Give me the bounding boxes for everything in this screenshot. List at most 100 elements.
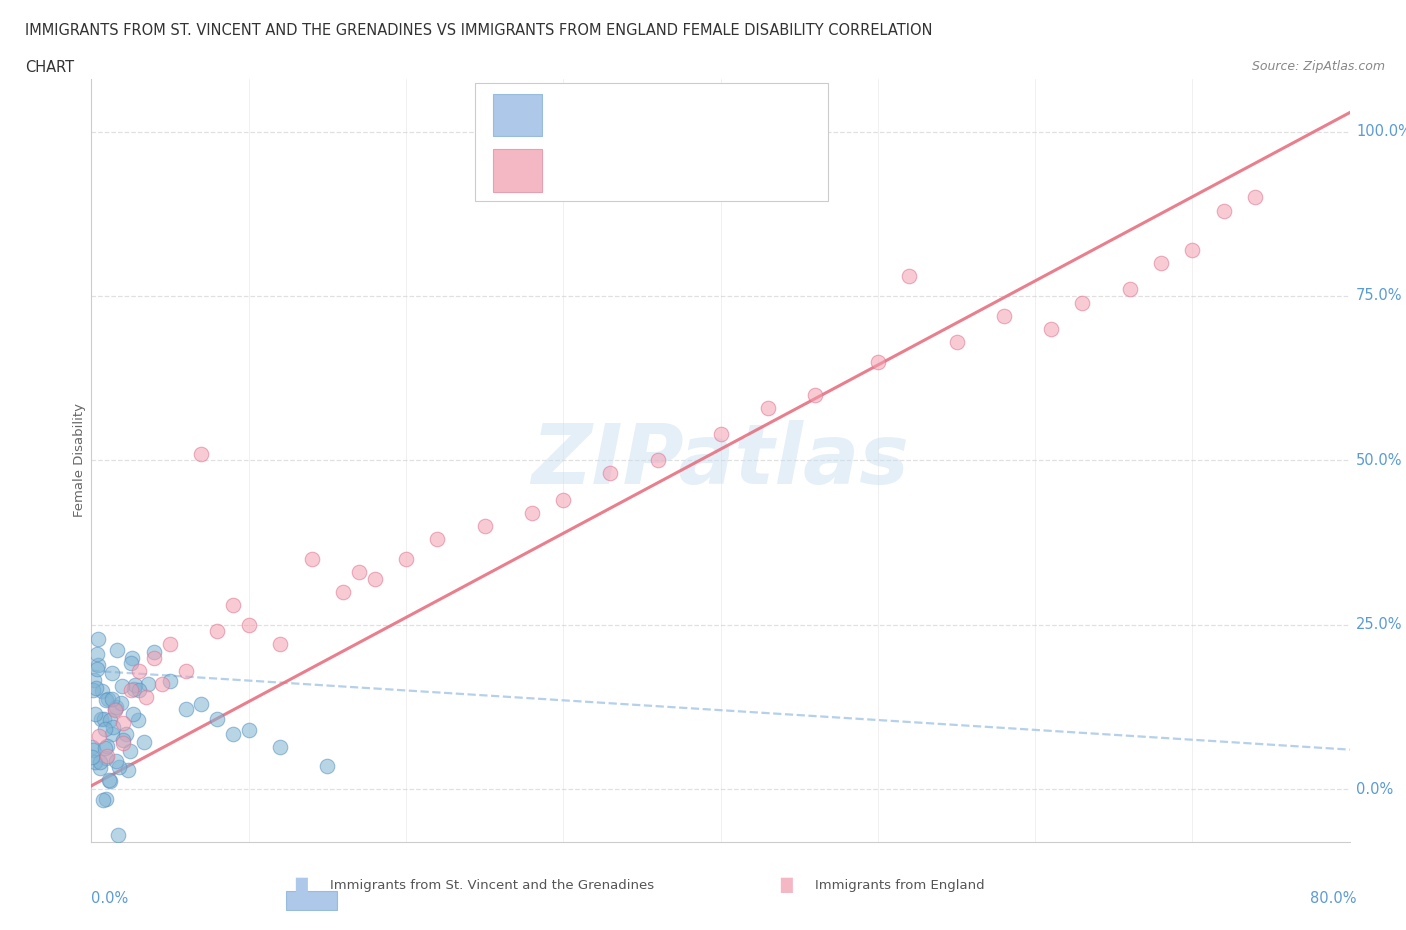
Point [101,666,124,681]
Point [94,692,117,707]
Point [82,739,104,754]
Point [1244,190,1267,205]
Point [108,760,131,775]
Point [121,651,143,666]
Point [93,711,115,726]
Point [117,763,139,777]
Point [104,699,127,714]
Point [111,733,134,748]
Point [316,759,339,774]
Point [1071,295,1094,310]
Point [122,681,145,696]
Point [599,466,621,481]
Text: █: █ [295,878,307,893]
Text: Immigrants from England: Immigrants from England [815,879,986,892]
Point [174,663,197,678]
Text: Immigrants from St. Vincent and the Grenadines: Immigrants from St. Vincent and the Gren… [330,879,655,892]
Point [101,726,124,741]
Point [363,571,385,586]
Point [103,720,125,735]
Point [90,684,112,698]
Point [96,791,118,806]
Point [804,387,827,402]
Point [83,754,105,769]
Point [98,773,121,788]
Point [98,712,121,727]
Point [82,683,104,698]
Point [96,738,118,753]
Point [238,618,260,632]
Point [84,681,107,696]
Point [993,308,1015,323]
Text: 75.0%: 75.0% [1355,288,1403,303]
Point [128,663,150,678]
Point [866,354,889,369]
Text: 80.0%: 80.0% [1309,891,1355,906]
Point [104,754,127,769]
Point [89,729,111,744]
Point [553,492,575,507]
Point [82,743,104,758]
Point [86,631,108,646]
Text: ZIPatlas: ZIPatlas [531,419,910,501]
Point [96,749,118,764]
Point [1212,203,1236,218]
Y-axis label: Female Disability: Female Disability [73,404,86,517]
Point [97,691,120,706]
Point [111,678,134,693]
Point [101,692,124,707]
Point [118,744,141,759]
Point [86,661,108,676]
Point [94,740,117,755]
Point [190,697,212,711]
Point [159,637,181,652]
Point [134,735,156,750]
Point [269,739,291,754]
Text: 50.0%: 50.0% [1355,453,1403,468]
Point [80,750,103,764]
Point [103,701,125,716]
Point [107,828,129,843]
Point [474,519,496,534]
Point [104,703,127,718]
Point [159,673,181,688]
Text: 25.0%: 25.0% [1355,618,1403,632]
Point [898,269,921,284]
Point [143,650,166,665]
Text: Source: ZipAtlas.com: Source: ZipAtlas.com [1251,60,1385,73]
Point [111,716,134,731]
Point [91,792,114,807]
Point [520,506,543,521]
Point [94,722,117,737]
Point [128,683,150,698]
Point [86,646,108,661]
Point [1039,322,1062,337]
FancyBboxPatch shape [287,891,337,910]
Point [647,453,669,468]
Point [89,761,111,776]
Point [84,707,107,722]
Point [150,676,173,691]
Point [1181,243,1204,258]
Text: 100.0%: 100.0% [1355,124,1406,140]
Text: 0.0%: 0.0% [1355,781,1393,797]
Point [238,723,260,737]
Point [347,565,370,579]
Point [756,400,779,415]
Point [301,551,323,566]
Point [96,751,118,765]
Point [89,755,111,770]
Point [426,532,449,547]
Point [1118,282,1140,297]
Point [138,677,160,692]
Point [205,712,228,727]
Point [143,644,166,659]
Text: CHART: CHART [25,60,75,75]
Point [120,655,142,670]
Point [98,772,121,787]
Point [127,712,149,727]
Point [222,727,245,742]
Point [709,427,731,442]
Point [110,696,132,711]
Point [120,683,142,698]
